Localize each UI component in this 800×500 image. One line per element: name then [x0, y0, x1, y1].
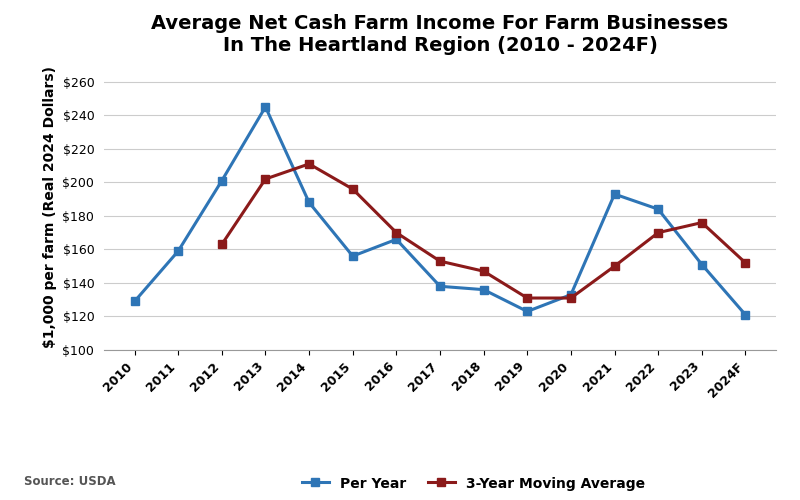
- 3-Year Moving Average: [435, 258, 445, 264]
- 3-Year Moving Average: [741, 260, 750, 266]
- Per Year: [435, 284, 445, 290]
- Per Year: [130, 298, 139, 304]
- 3-Year Moving Average: [522, 295, 532, 301]
- 3-Year Moving Average: [348, 186, 358, 192]
- 3-Year Moving Average: [566, 295, 576, 301]
- Per Year: [261, 104, 270, 110]
- Text: Source: USDA: Source: USDA: [24, 475, 116, 488]
- Per Year: [217, 178, 226, 184]
- Per Year: [741, 312, 750, 318]
- 3-Year Moving Average: [479, 268, 489, 274]
- Per Year: [697, 262, 706, 268]
- Title: Average Net Cash Farm Income For Farm Businesses
In The Heartland Region (2010 -: Average Net Cash Farm Income For Farm Bu…: [151, 14, 729, 55]
- Line: 3-Year Moving Average: 3-Year Moving Average: [218, 160, 750, 302]
- 3-Year Moving Average: [261, 176, 270, 182]
- Legend: Per Year, 3-Year Moving Average: Per Year, 3-Year Moving Average: [302, 476, 646, 490]
- Per Year: [391, 236, 401, 242]
- Per Year: [348, 253, 358, 259]
- Per Year: [566, 292, 576, 298]
- 3-Year Moving Average: [217, 242, 226, 248]
- 3-Year Moving Average: [654, 230, 663, 235]
- 3-Year Moving Average: [697, 220, 706, 226]
- Per Year: [654, 206, 663, 212]
- Y-axis label: $1,000 per farm (Real 2024 Dollars): $1,000 per farm (Real 2024 Dollars): [43, 66, 57, 348]
- 3-Year Moving Average: [304, 161, 314, 167]
- Per Year: [304, 200, 314, 205]
- Line: Per Year: Per Year: [130, 102, 750, 319]
- Per Year: [610, 191, 619, 197]
- Per Year: [522, 308, 532, 314]
- 3-Year Moving Average: [391, 230, 401, 235]
- Per Year: [174, 248, 183, 254]
- 3-Year Moving Average: [610, 263, 619, 269]
- Per Year: [479, 286, 489, 292]
